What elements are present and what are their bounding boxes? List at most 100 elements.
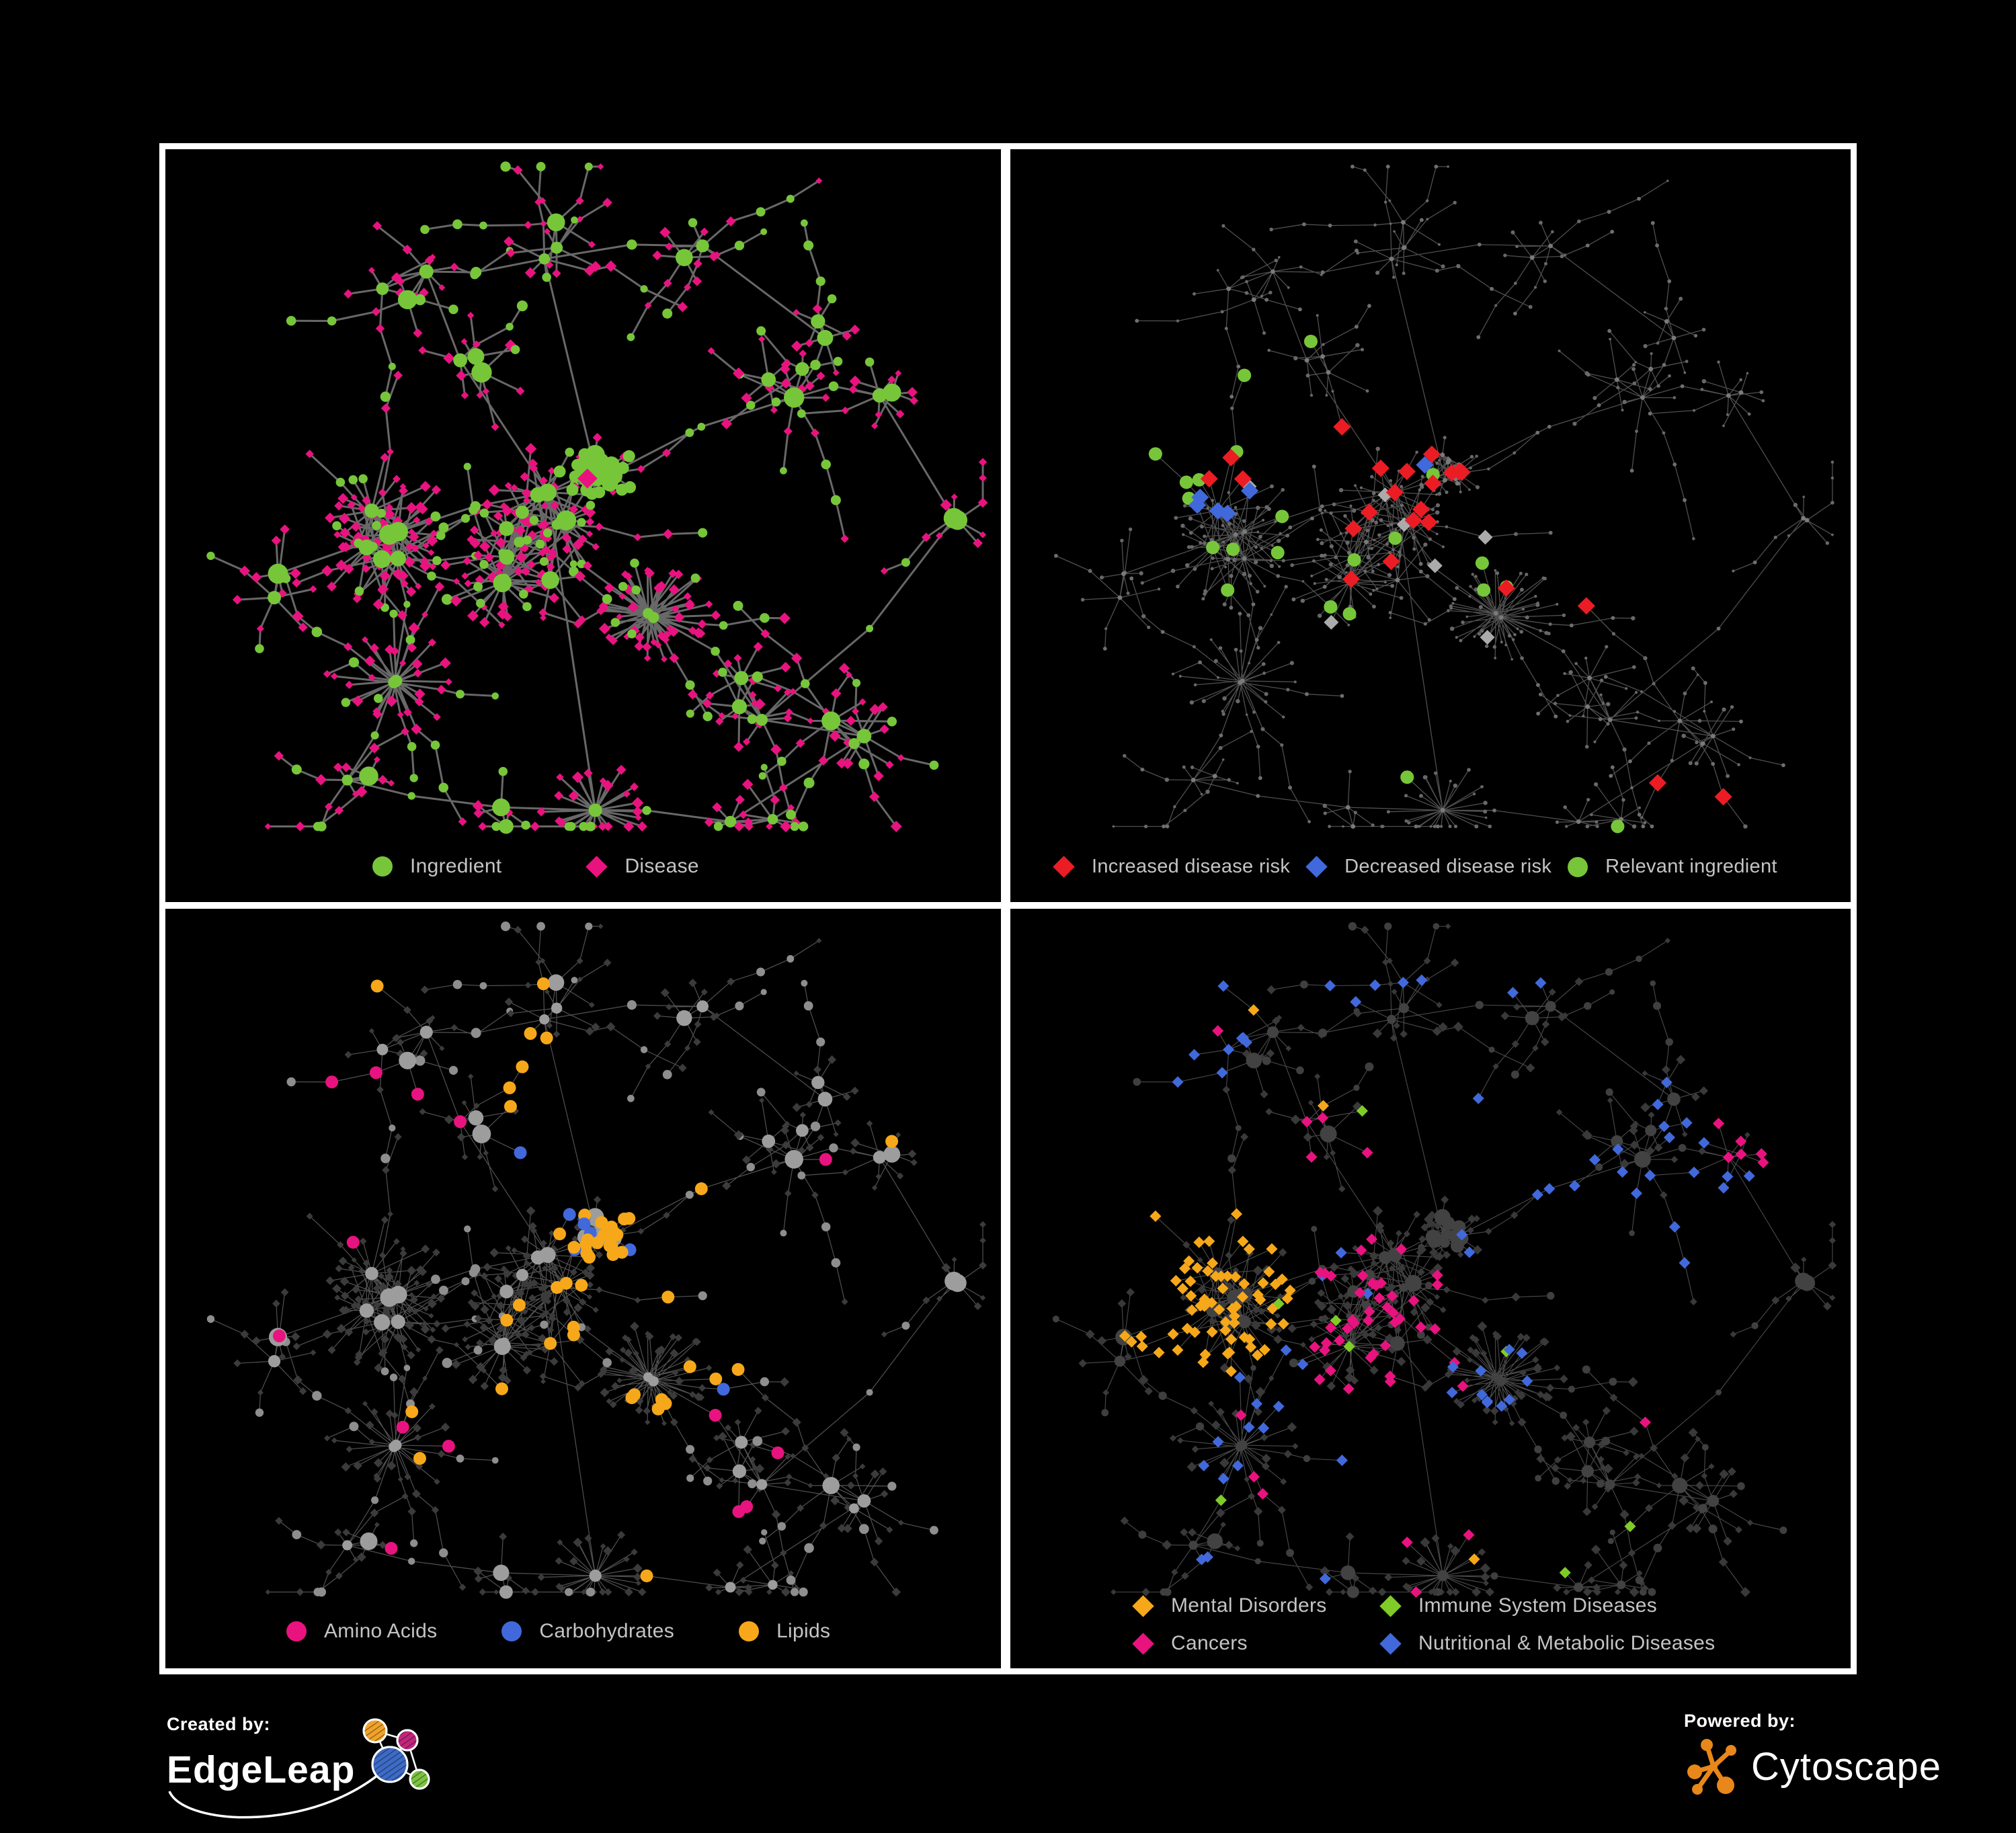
network-node — [666, 625, 674, 633]
network-node — [437, 1450, 446, 1458]
network-node — [1215, 1494, 1227, 1506]
network-node — [1124, 1352, 1132, 1361]
network-node — [1746, 372, 1749, 375]
network-node — [1588, 1153, 1601, 1166]
network-node — [1610, 229, 1615, 234]
network-node — [1335, 1247, 1347, 1259]
network-node — [1203, 534, 1207, 538]
network-node — [659, 227, 671, 238]
network-node — [556, 773, 564, 781]
network-node — [755, 1463, 765, 1473]
network-node — [233, 1359, 241, 1367]
network-node — [1119, 1330, 1131, 1342]
network-node — [372, 521, 381, 530]
network-node — [1739, 378, 1742, 382]
network-node — [478, 822, 487, 831]
network-node — [1525, 1063, 1535, 1073]
network-node — [1735, 1148, 1747, 1160]
network-node — [1482, 1395, 1494, 1408]
network-node — [717, 1383, 730, 1396]
network-node — [1609, 1393, 1618, 1402]
network-node — [1663, 1131, 1676, 1143]
network-node — [1274, 520, 1277, 524]
network-node — [333, 762, 343, 772]
network-node — [1111, 1589, 1117, 1595]
network-node — [1478, 1548, 1486, 1556]
network-node — [1576, 819, 1581, 824]
network-node — [421, 1244, 430, 1254]
network-node — [1244, 291, 1249, 295]
network-node — [1656, 341, 1660, 345]
network-node — [265, 1589, 271, 1595]
network-node — [1467, 1227, 1474, 1234]
network-node — [1471, 1587, 1482, 1597]
network-node — [675, 249, 693, 267]
network-node — [616, 764, 627, 775]
network-node — [1369, 1330, 1377, 1339]
network-node — [1732, 569, 1735, 573]
network-node — [1467, 768, 1471, 772]
network-node — [1672, 1477, 1688, 1494]
network-node — [617, 1531, 626, 1539]
network-node — [866, 624, 874, 633]
network-node — [1566, 719, 1570, 723]
network-node — [1423, 957, 1431, 965]
network-node — [771, 1561, 779, 1570]
network-node — [1722, 424, 1725, 427]
network-node — [1634, 360, 1637, 364]
network-node — [821, 711, 841, 731]
network-node — [1469, 466, 1472, 470]
network-node — [1329, 511, 1333, 515]
network-node — [1422, 445, 1441, 463]
network-node — [756, 326, 766, 336]
network-node — [1412, 536, 1416, 540]
network-node — [1577, 597, 1595, 615]
network-node — [1582, 715, 1585, 718]
network-node — [1289, 1358, 1298, 1368]
network-node — [698, 1291, 707, 1301]
network-node — [1607, 329, 1612, 333]
network-node — [1248, 1004, 1260, 1016]
network-node — [761, 1529, 768, 1536]
network-node — [1632, 363, 1636, 367]
network-node — [1407, 821, 1411, 825]
network-node — [1211, 1420, 1221, 1430]
network-node — [1275, 1313, 1281, 1319]
network-node — [353, 1358, 361, 1367]
network-node — [1541, 1020, 1550, 1028]
network-node — [493, 511, 503, 521]
network-node — [637, 821, 647, 832]
network-node — [1587, 676, 1592, 681]
network-node — [1447, 1543, 1454, 1550]
edgeleap-logo-icon — [362, 1718, 430, 1790]
network-node — [688, 978, 697, 987]
network-node — [803, 240, 814, 251]
network-node — [1353, 1009, 1362, 1018]
network-node — [1191, 1445, 1199, 1453]
network-node — [656, 581, 667, 592]
network-node — [354, 1295, 362, 1303]
network-node — [1830, 476, 1834, 480]
network-node — [1580, 1477, 1587, 1484]
network-node — [1244, 1374, 1253, 1384]
network-node — [1247, 573, 1252, 578]
network-node — [637, 464, 645, 473]
network-node — [1337, 575, 1342, 579]
network-node — [1560, 254, 1564, 259]
network-node — [1236, 782, 1239, 784]
network-node — [1692, 409, 1696, 412]
network-node — [1634, 1151, 1651, 1168]
network-node — [790, 821, 799, 831]
network-node — [1370, 546, 1373, 551]
network-node — [414, 294, 426, 306]
network-node — [1700, 741, 1705, 746]
network-node — [305, 450, 314, 458]
network-node — [1248, 1471, 1260, 1483]
network-node — [1642, 1070, 1648, 1077]
network-node — [1345, 1532, 1355, 1541]
network-node — [496, 1301, 506, 1311]
network-node — [428, 638, 437, 647]
network-node — [1740, 1587, 1750, 1597]
network-node — [1627, 1549, 1636, 1557]
network-node — [895, 1132, 901, 1138]
